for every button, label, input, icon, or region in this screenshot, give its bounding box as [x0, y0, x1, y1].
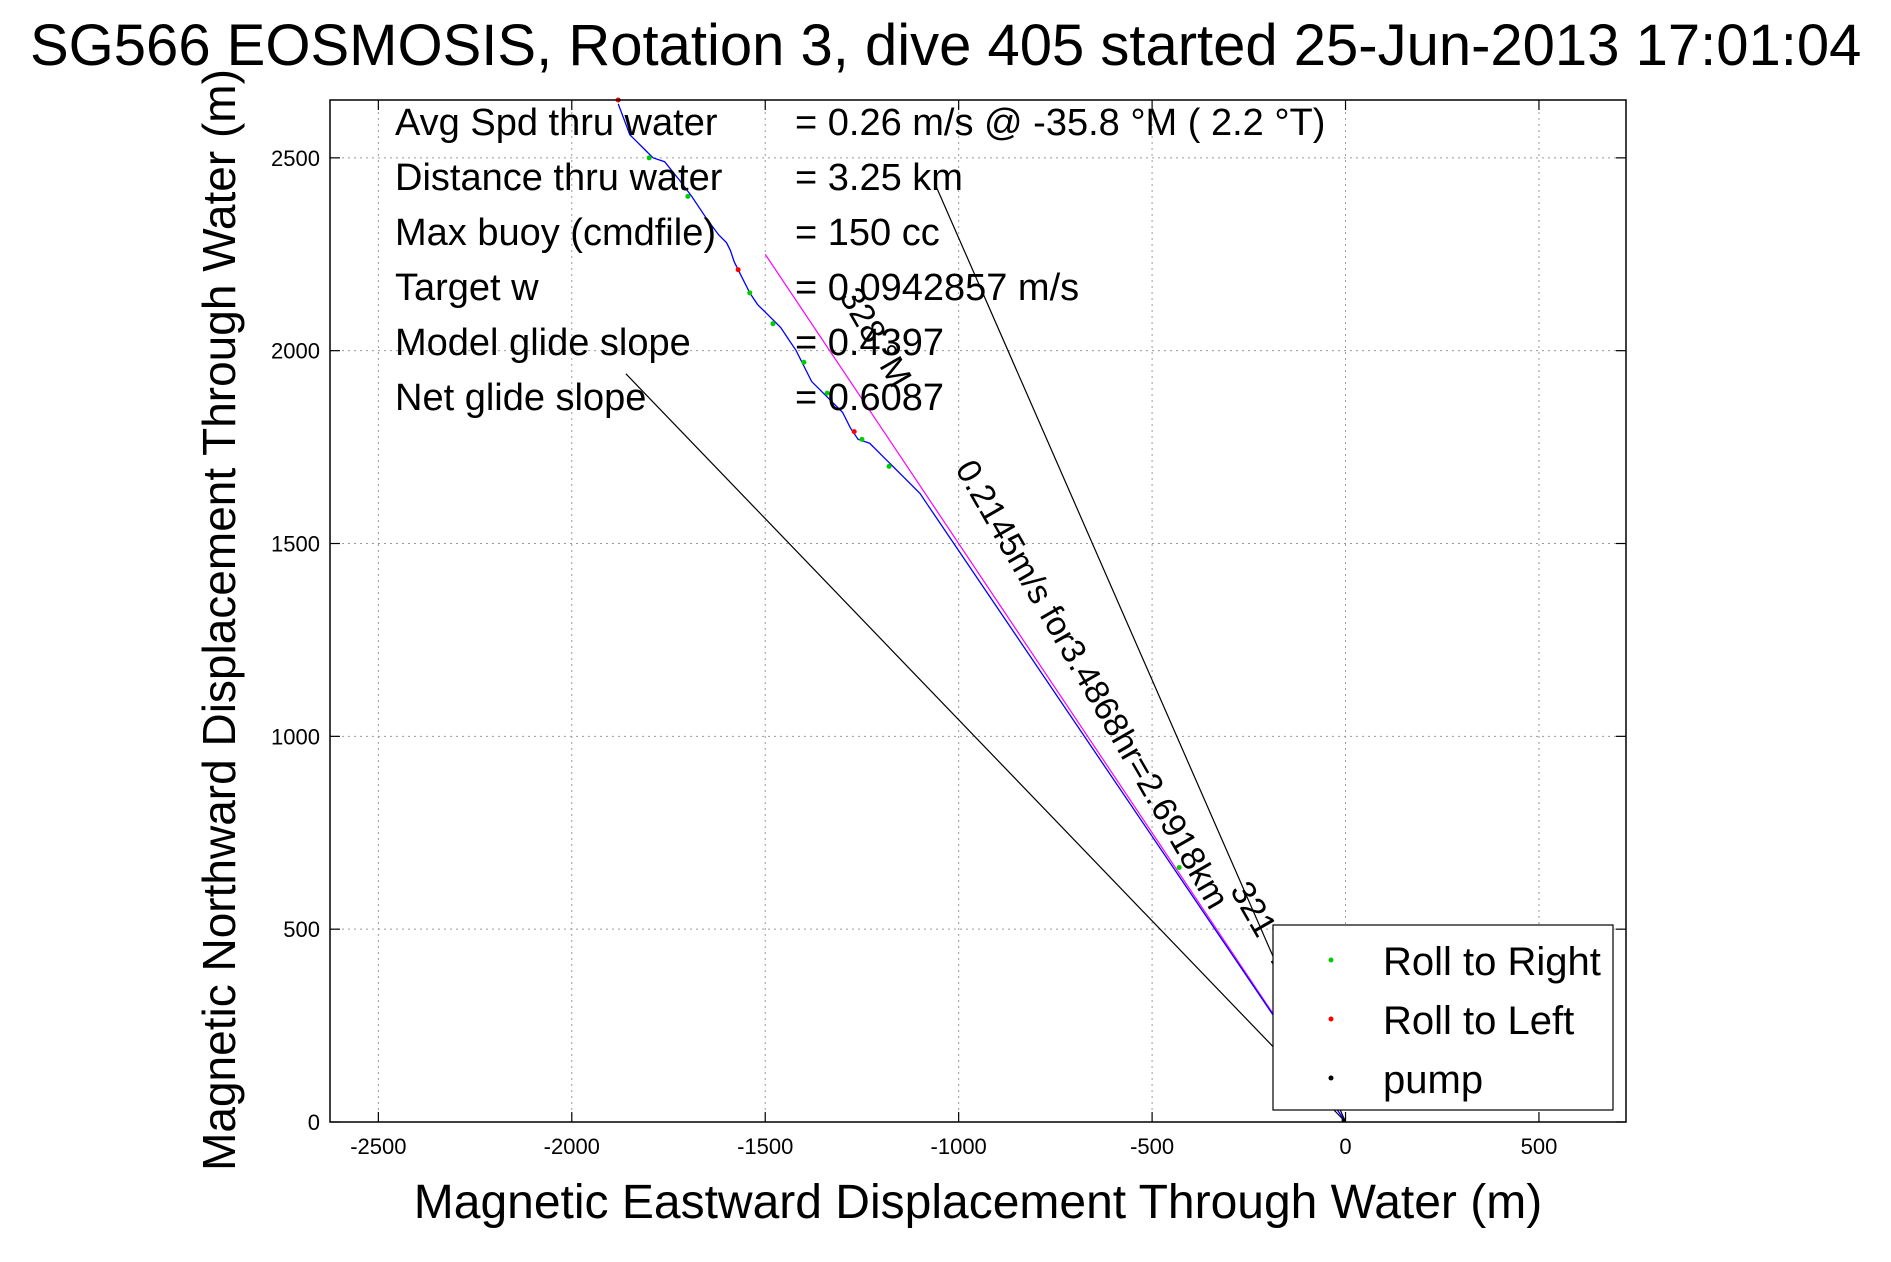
- track-label: 0.2145m/s for3.4868hr=2.6918km: [948, 454, 1237, 916]
- x-tick-label: 0: [1339, 1134, 1351, 1159]
- roll-right-point: [824, 390, 830, 396]
- y-axis-label: Magnetic Northward Displacement Through …: [193, 69, 245, 1171]
- y-tick-label: 1000: [271, 724, 320, 749]
- stat-label: Max buoy (cmdfile): [395, 212, 716, 254]
- stat-value: = 0.4397: [795, 322, 944, 364]
- stat-label: Avg Spd thru water: [395, 102, 718, 144]
- grid-lines: [330, 100, 1626, 1123]
- stat-label: Model glide slope: [395, 322, 691, 364]
- roll-right-point: [859, 436, 865, 442]
- envelope-left: [625, 373, 1346, 1123]
- y-tick-label: 0: [308, 1110, 320, 1135]
- legend: Roll to Right Roll to Left pump: [1272, 924, 1614, 1111]
- legend-label: Roll to Right: [1383, 940, 1601, 984]
- marker-points: [615, 97, 1346, 1123]
- legend-label: Roll to Left: [1383, 999, 1574, 1043]
- y-axis-ticks: 0 500 1000 1500 2000 2500: [271, 146, 1626, 1135]
- x-tick-label: 500: [1521, 1134, 1558, 1159]
- stat-label: Net glide slope: [395, 377, 646, 419]
- roll-right-point: [770, 321, 776, 327]
- legend-label: pump: [1383, 1058, 1483, 1102]
- legend-marker: [1328, 1016, 1334, 1022]
- roll-right-point: [801, 359, 807, 365]
- roll-right-point: [646, 155, 652, 161]
- pump-point: [1341, 1118, 1346, 1123]
- track-series: [617, 103, 1347, 1123]
- stat-value: = 0.0942857 m/s: [795, 267, 1079, 309]
- heading-line: [764, 253, 1347, 1123]
- y-tick-label: 2000: [271, 339, 320, 364]
- roll-left-point: [735, 267, 741, 273]
- x-tick-label: -2000: [544, 1134, 600, 1159]
- stats-block: Avg Spd thru water = 0.26 m/s @ -35.8 °M …: [395, 102, 1325, 419]
- legend-marker: [1328, 1075, 1334, 1081]
- stat-label: Target w: [395, 267, 539, 309]
- y-tick-label: 500: [283, 917, 320, 942]
- y-tick-label: 1500: [271, 532, 320, 557]
- roll-right-point: [1176, 864, 1182, 870]
- plot-frame: [329, 99, 1627, 1123]
- stat-value: = 0.6087: [795, 377, 944, 419]
- x-tick-label: -2500: [350, 1134, 406, 1159]
- roll-right-point: [685, 193, 691, 199]
- x-tick-label: -1000: [931, 1134, 987, 1159]
- stat-value: = 0.26 m/s @ -35.8 °M ( 2.2 °T): [795, 102, 1325, 144]
- roll-left-point: [851, 429, 857, 435]
- x-tick-label: -500: [1130, 1134, 1174, 1159]
- chart-title: SG566 EOSMOSIS, Rotation 3, dive 405 sta…: [30, 13, 1861, 78]
- x-axis-label: Magnetic Eastward Displacement Through W…: [414, 1176, 1542, 1229]
- roll-right-point: [886, 463, 892, 469]
- x-axis-ticks: -2500 -2000 -1500 -1000 -500 0 500: [350, 100, 1557, 1159]
- x-tick-label: -1500: [737, 1134, 793, 1159]
- stat-value: = 3.25 km: [795, 157, 963, 199]
- stat-value: = 150 cc: [795, 212, 940, 254]
- envelope-lines: [625, 184, 1347, 1123]
- legend-marker: [1328, 957, 1334, 963]
- track-line: [617, 103, 929, 506]
- roll-right-point: [747, 290, 753, 296]
- stat-label: Distance thru water: [395, 157, 723, 199]
- y-tick-label: 2500: [271, 146, 320, 171]
